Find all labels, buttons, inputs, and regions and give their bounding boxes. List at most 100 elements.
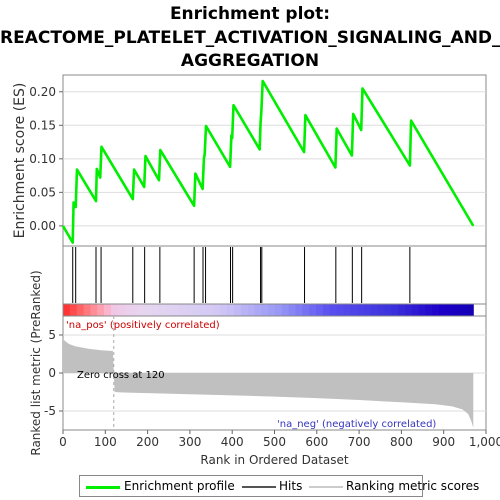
color-bar-segment	[151, 304, 160, 316]
color-bar-segment	[418, 304, 426, 316]
color-bar-segment	[391, 304, 399, 316]
color-bar-segment	[316, 304, 324, 316]
color-bar-segment	[227, 304, 235, 316]
color-bar-segment	[357, 304, 365, 316]
color-bar-segment	[254, 304, 262, 316]
x-tick-label: 300	[178, 435, 201, 449]
color-bar-segment	[186, 304, 194, 316]
es-y-axis-label: Enrichment score (ES)	[12, 83, 28, 239]
color-bar-segment	[240, 304, 249, 316]
es-tick-label: 0.20	[29, 85, 56, 99]
color-bar-segment	[268, 304, 276, 316]
ranking-metric-area	[63, 338, 474, 428]
hits-panel	[62, 245, 487, 305]
color-bar-segment	[288, 304, 297, 316]
legend-hits: Hits	[279, 479, 303, 493]
x-tick-label: 200	[136, 435, 159, 449]
color-bar-segment	[452, 304, 461, 316]
color-bar-segment	[83, 304, 91, 316]
color-bar-segment	[110, 304, 119, 316]
color-bar-segment	[90, 304, 98, 316]
color-bar-segment	[145, 304, 153, 316]
color-bar-segment	[398, 304, 406, 316]
color-bar-segment	[192, 304, 201, 316]
color-bar-segment	[466, 304, 474, 316]
color-bar-segment	[138, 304, 146, 316]
color-bar-segment	[295, 304, 303, 316]
x-tick-label: 800	[390, 435, 413, 449]
color-bar-segment	[76, 304, 85, 316]
color-bar-segment	[309, 304, 317, 316]
es-tick-label: 0.10	[29, 152, 56, 166]
x-tick-label: 1,000	[469, 435, 500, 449]
color-bar-segment	[63, 304, 71, 316]
color-bar-segment	[158, 304, 167, 316]
color-bar-segment	[350, 304, 358, 316]
x-axis-label: Rank in Ordered Dataset	[200, 453, 348, 467]
x-tick-label: 0	[59, 435, 67, 449]
title-line-3: AGGREGATION	[180, 51, 320, 71]
color-bar-segment	[322, 304, 331, 316]
rank-tick-label: 0	[48, 366, 56, 380]
color-bar-segment	[384, 304, 392, 316]
x-tick-label: 400	[221, 435, 244, 449]
color-bar-segment	[363, 304, 372, 316]
color-bar-segment	[213, 304, 221, 316]
color-bar-segment	[377, 304, 385, 316]
color-bar-segment	[104, 304, 112, 316]
enrichment-profile-line	[61, 79, 475, 244]
x-tick-label: 500	[263, 435, 286, 449]
legend-hits-swatch	[242, 486, 276, 488]
x-axis: 0 100 200 300 400 500 600 700 800 900 1,000 Rank in…	[59, 430, 500, 467]
hits-area	[62, 245, 487, 305]
rank-tick-label: 5	[48, 328, 56, 342]
es-tick-label: 0.15	[29, 118, 56, 132]
x-tick-label: 700	[348, 435, 371, 449]
x-tick-label: 100	[94, 435, 117, 449]
legend-enrichment-swatch	[86, 486, 120, 489]
color-bar-segment	[411, 304, 420, 316]
legend-enrichment-profile: Enrichment profile	[124, 479, 235, 493]
color-bar-segment	[69, 304, 78, 316]
color-bar-segment	[220, 304, 228, 316]
color-bar-segment	[425, 304, 433, 316]
color-bar-segment	[165, 304, 173, 316]
color-bar-segment	[247, 304, 255, 316]
title-line-2: REACTOME_PLATELET_ACTIVATION_SIGNALING_A…	[0, 28, 500, 48]
legend: Enrichment profile Hits Ranking metric s…	[79, 475, 479, 497]
color-bar-segment	[432, 304, 440, 316]
rank-tick-label: -5	[44, 404, 56, 418]
color-bar-segment	[302, 304, 310, 316]
color-bar-segment	[206, 304, 214, 316]
color-bar-segment	[336, 304, 344, 316]
color-bar-segment	[117, 304, 126, 316]
neg-correlated-label: 'na_neg' (negatively correlated)	[277, 419, 436, 430]
pos-correlated-label: 'na_pos' (positively correlated)	[66, 320, 220, 331]
x-tick-label: 900	[432, 435, 455, 449]
color-bar-segment	[124, 304, 132, 316]
color-bar-segment	[404, 304, 413, 316]
color-bar-segment	[97, 304, 105, 316]
color-bar-segment	[233, 304, 242, 316]
ranking-panel: -5 0 5 Zero cross at 120 'na_pos' (positivel…	[29, 270, 487, 456]
color-bar-segment	[343, 304, 351, 316]
color-bar-segment	[281, 304, 290, 316]
ranking-y-axis-label: Ranked list metric (PreRanked)	[29, 270, 43, 455]
title-line-1: Enrichment plot:	[169, 4, 331, 24]
es-tick-label: 0.05	[29, 185, 56, 199]
color-bar-segment	[199, 304, 208, 316]
color-bar-segment	[172, 304, 180, 316]
zero-cross-label: Zero cross at 120	[77, 370, 165, 381]
color-bar-segment	[370, 304, 379, 316]
color-bar-panel	[62, 303, 487, 317]
color-bar-segment	[131, 304, 139, 316]
color-bar-segment	[439, 304, 447, 316]
color-bar-segment	[445, 304, 454, 316]
color-bar-segment	[274, 304, 283, 316]
color-bar-segment	[459, 304, 467, 316]
x-tick-label: 600	[305, 435, 328, 449]
color-bar-segment	[329, 304, 338, 316]
color-bar-segment	[261, 304, 269, 316]
es-tick-label: 0.00	[29, 219, 56, 233]
color-bar-segment	[179, 304, 187, 316]
